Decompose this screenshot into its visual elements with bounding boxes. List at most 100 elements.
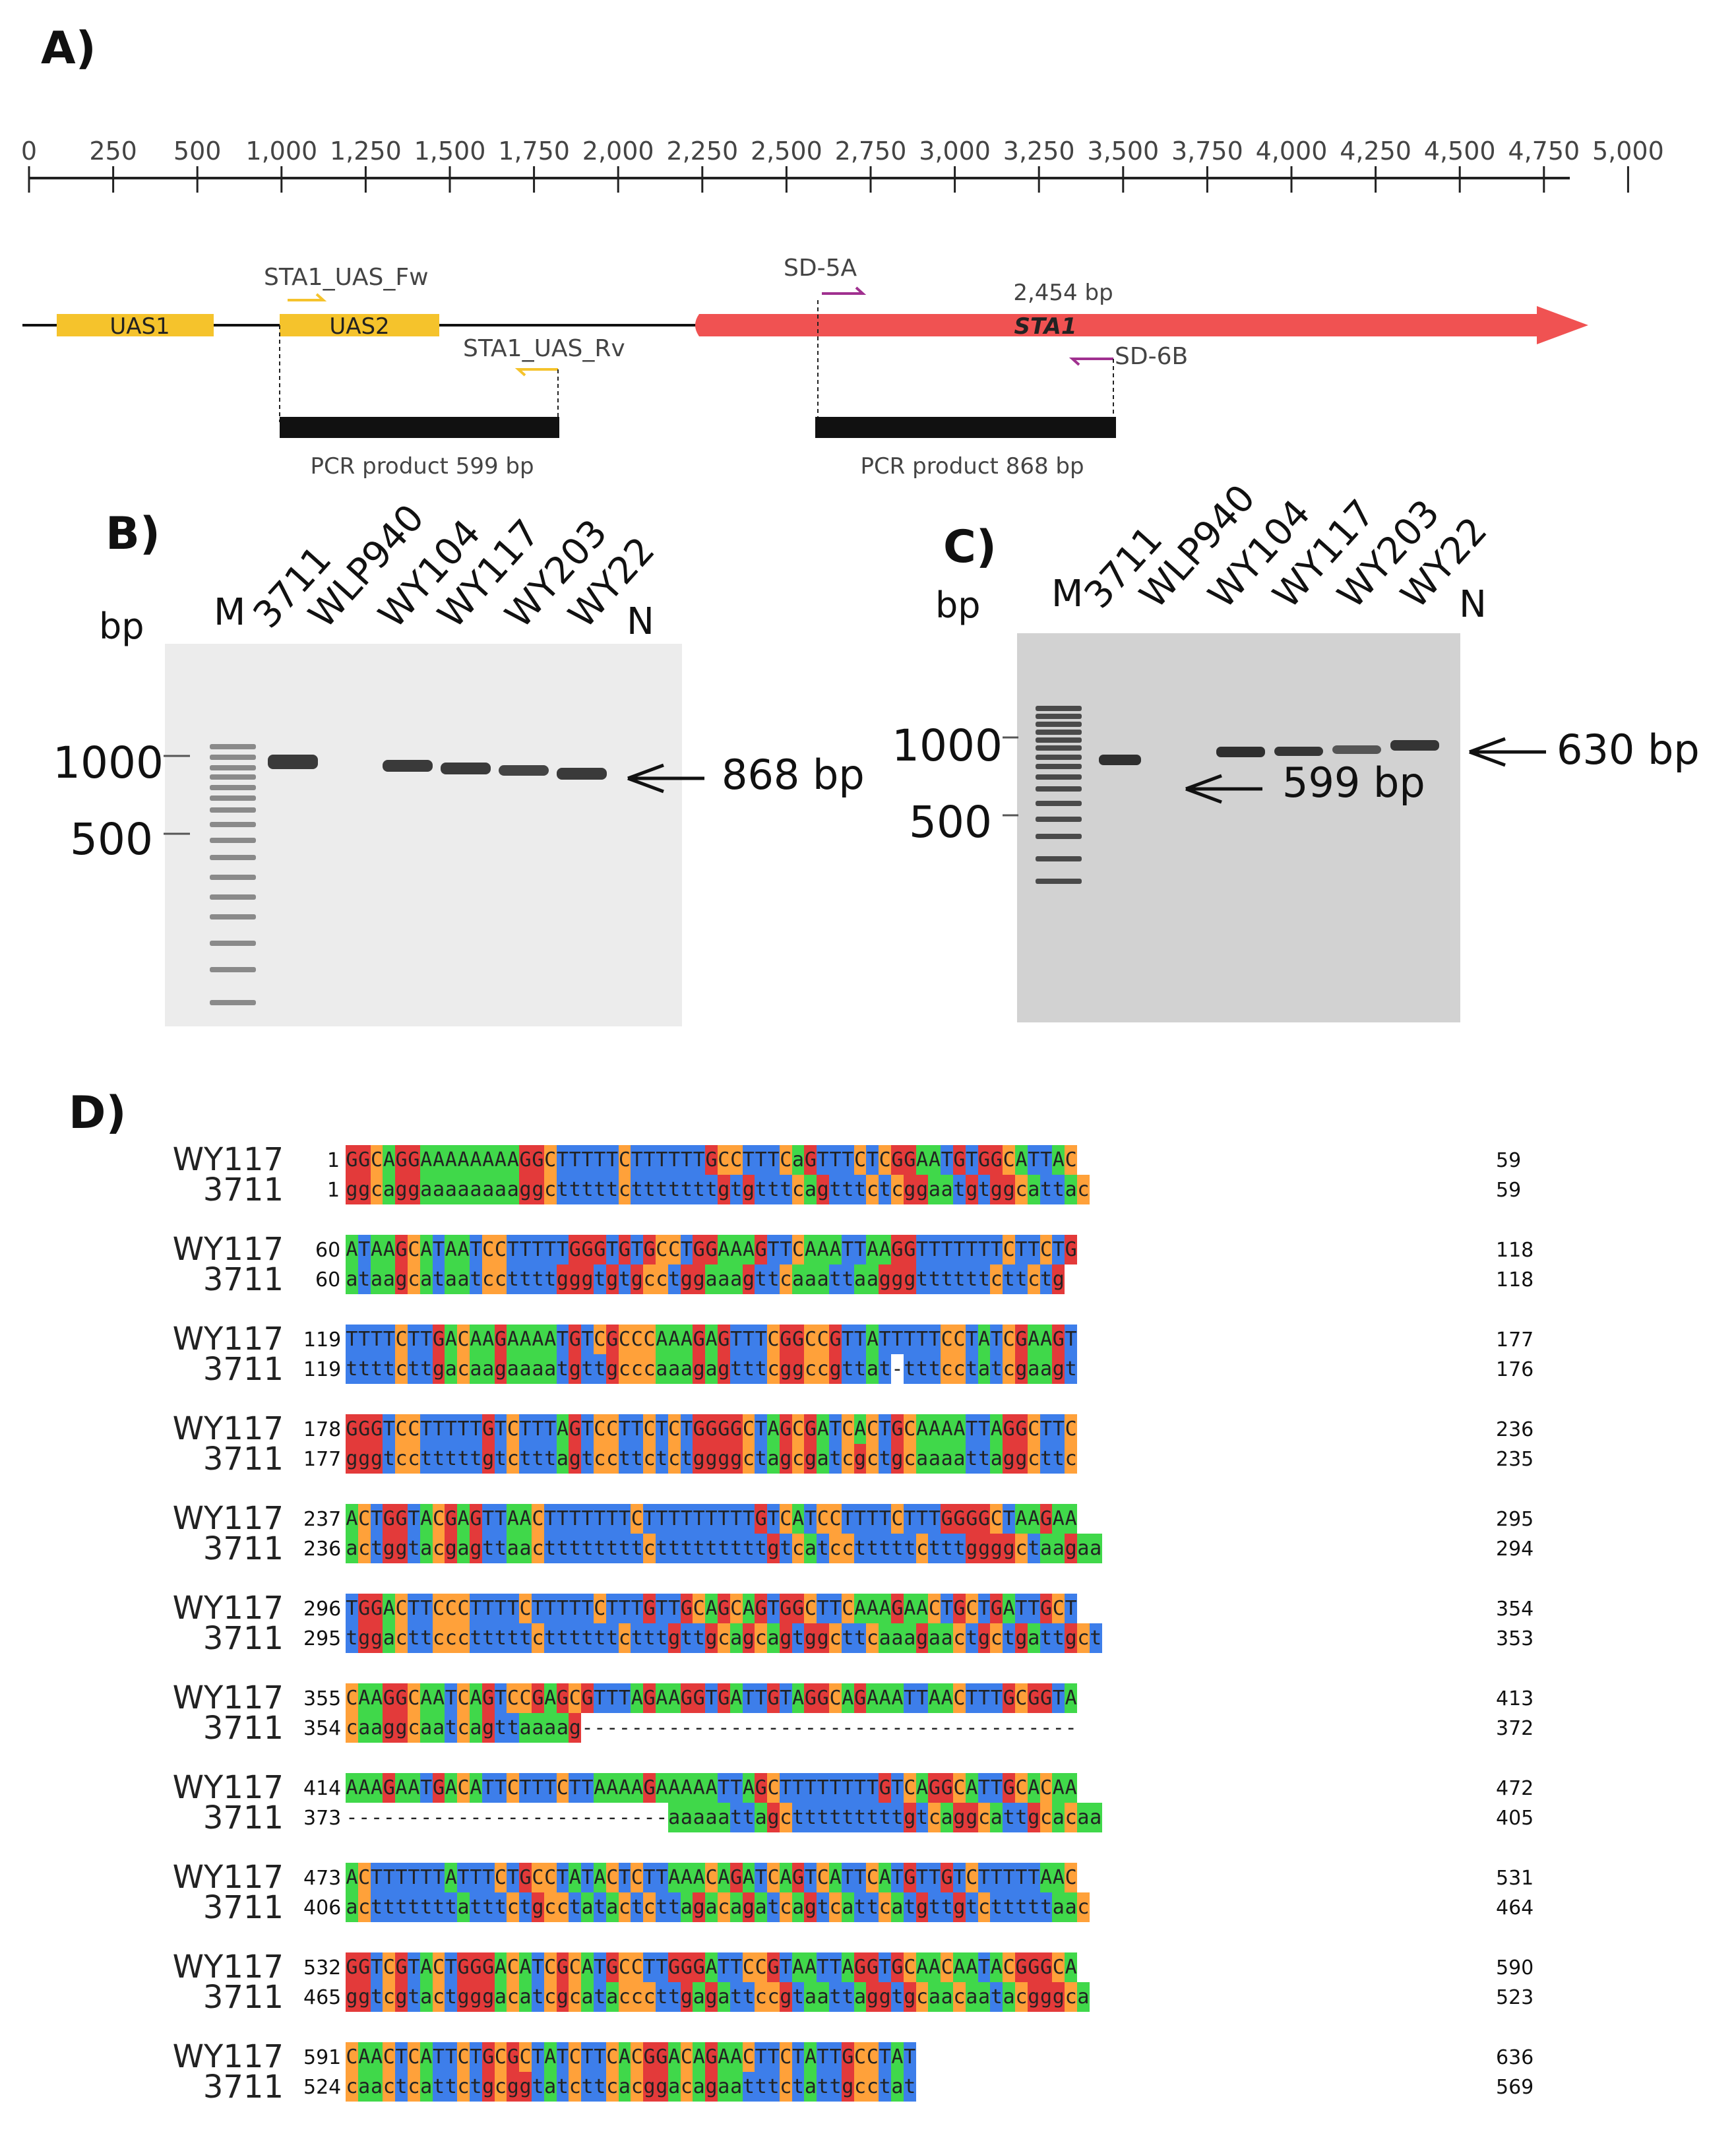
- ruler-tick-label: 3,000: [919, 137, 991, 166]
- panel-label-d: D): [69, 1087, 127, 1139]
- pos-start: 406: [303, 1896, 342, 1919]
- seq-name-wy117: WY117: [172, 1141, 284, 1178]
- pos-end: 531: [1496, 1867, 1534, 1890]
- gel-c-band-3711: [1099, 755, 1141, 765]
- ladder-band: [210, 822, 256, 827]
- seq-name-wy117: WY117: [172, 1321, 284, 1357]
- seq-name-3711: 3711: [202, 1351, 284, 1388]
- pos-start: 355: [303, 1687, 342, 1710]
- pos-start: 473: [303, 1867, 342, 1890]
- panel-label-b: B): [106, 508, 160, 560]
- ruler-tick-label: 4,000: [1256, 137, 1328, 166]
- ruler-tick-label: 3,750: [1171, 137, 1243, 166]
- seq-name-3711: 3711: [202, 1620, 284, 1657]
- ladder-band: [210, 941, 256, 946]
- gel-c-band-wy203: [1332, 745, 1381, 754]
- seq-name-3711: 3711: [202, 1261, 284, 1298]
- gel-c-label-630: 630 bp: [1557, 726, 1700, 774]
- ladder-band: [210, 744, 256, 749]
- ladder-band: [1036, 801, 1082, 806]
- ladder-band: [210, 894, 256, 900]
- pcr-right-label: PCR product 868 bp: [860, 453, 1084, 480]
- pos-end: 405: [1496, 1807, 1534, 1830]
- pos-end: 176: [1496, 1358, 1534, 1381]
- ladder-band: [210, 914, 256, 920]
- pos-end: 372: [1496, 1717, 1534, 1740]
- pos-start: 373: [303, 1807, 342, 1830]
- ladder-band: [210, 838, 256, 843]
- pos-end: 118: [1496, 1239, 1534, 1262]
- seq-name-wy117: WY117: [172, 1500, 284, 1537]
- pos-start: 60: [315, 1268, 341, 1292]
- primer-fw-label: STA1_UAS_Fw: [264, 264, 429, 291]
- ruler-tick-label: 4,500: [1424, 137, 1496, 166]
- pos-start: 60: [315, 1239, 341, 1262]
- seq-name-wy117: WY117: [172, 1769, 284, 1806]
- pos-end: 413: [1496, 1687, 1534, 1710]
- pos-start: 177: [303, 1448, 342, 1471]
- gel-c-marker-500: 500: [909, 797, 992, 848]
- ruler-tick-label: 3,250: [1003, 137, 1075, 166]
- pos-end: 353: [1496, 1627, 1534, 1650]
- pos-end: 59: [1496, 1149, 1522, 1172]
- ladder-band: [210, 755, 256, 760]
- ladder-band: [1036, 706, 1082, 711]
- ruler-tick-label: 500: [173, 137, 222, 166]
- primer-6b-arrow: [1069, 358, 1113, 366]
- ladder-band: [1036, 755, 1082, 760]
- ladder-band: [1036, 764, 1082, 769]
- pos-end: 523: [1496, 1986, 1534, 2009]
- gel-c-marker-1000: 1000: [892, 720, 1003, 771]
- pos-start: 524: [303, 2076, 342, 2099]
- pos-end: 177: [1496, 1328, 1534, 1352]
- seq-name-3711: 3711: [202, 1799, 284, 1836]
- seq-name-3711: 3711: [202, 1441, 284, 1478]
- ladder-band: [1036, 714, 1082, 719]
- seq-name-3711: 3711: [202, 1710, 284, 1747]
- ruler-tick-label: 1,250: [330, 137, 402, 166]
- uas1-label: UAS1: [109, 313, 170, 340]
- ladder-band: [210, 875, 256, 880]
- ruler-tick-label: 2,750: [835, 137, 907, 166]
- seq-name-wy117: WY117: [172, 1590, 284, 1627]
- seq-name-wy117: WY117: [172, 1679, 284, 1716]
- pos-start: 237: [303, 1508, 342, 1531]
- pos-start: 1: [327, 1149, 340, 1172]
- ladder-band: [210, 855, 256, 860]
- ruler-tick-label: 4,250: [1340, 137, 1411, 166]
- pos-end: 295: [1496, 1508, 1534, 1531]
- seq-name-wy117: WY117: [172, 2038, 284, 2075]
- gel-b-band-wy203: [499, 765, 549, 776]
- ladder-band: [210, 774, 256, 780]
- pos-end: 118: [1496, 1268, 1534, 1292]
- gel-c-band-wy104: [1216, 747, 1265, 757]
- ladder-band: [1036, 722, 1082, 727]
- pos-end: 235: [1496, 1448, 1534, 1471]
- ladder-band: [210, 785, 256, 790]
- gel-c-band-wy22: [1390, 740, 1439, 751]
- sta1-label: STA1: [1014, 313, 1076, 340]
- pos-start: 532: [303, 1956, 342, 1980]
- gel-b-band-wy22: [557, 768, 607, 780]
- ruler-tick-label: 1,500: [414, 137, 486, 166]
- pos-end: 354: [1496, 1598, 1534, 1621]
- pos-end: 636: [1496, 2046, 1534, 2069]
- seq-name-3711: 3711: [202, 1979, 284, 2016]
- uas2-box: [280, 314, 439, 336]
- gel-c-lane-m: M: [1051, 573, 1084, 615]
- gel-c-label-599: 599 bp: [1282, 759, 1425, 807]
- pos-start: 295: [303, 1627, 342, 1650]
- gel-b-band-wy104: [383, 760, 433, 772]
- pos-start: 178: [303, 1418, 342, 1441]
